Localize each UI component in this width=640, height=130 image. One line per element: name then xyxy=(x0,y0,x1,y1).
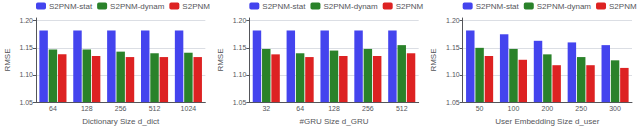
svg-text:1.20: 1.20 xyxy=(446,17,460,24)
svg-text:50: 50 xyxy=(476,105,484,112)
svg-text:200: 200 xyxy=(541,105,553,112)
svg-text:256: 256 xyxy=(362,105,374,112)
svg-text:1.20: 1.20 xyxy=(19,17,33,24)
svg-text:S2PNM-dynam: S2PNM-dynam xyxy=(110,2,165,11)
svg-text:512: 512 xyxy=(396,105,408,112)
svg-text:1.10: 1.10 xyxy=(446,71,460,78)
svg-text:S2PNM: S2PNM xyxy=(182,2,210,11)
svg-text:1.15: 1.15 xyxy=(446,44,460,51)
svg-text:S2PNM-dynam: S2PNM-dynam xyxy=(323,2,378,11)
svg-text:S2PNM-stat: S2PNM-stat xyxy=(262,2,306,11)
svg-text:RMSE: RMSE xyxy=(216,48,225,71)
svg-text:#GRU Size d_GRU: #GRU Size d_GRU xyxy=(300,117,369,126)
svg-text:S2PNM: S2PNM xyxy=(609,2,637,11)
svg-text:1.15: 1.15 xyxy=(233,44,247,51)
svg-text:1.10: 1.10 xyxy=(19,71,33,78)
svg-text:S2PNM-stat: S2PNM-stat xyxy=(49,2,93,11)
svg-text:512: 512 xyxy=(149,105,161,112)
svg-text:1.05: 1.05 xyxy=(446,99,460,106)
svg-text:1.20: 1.20 xyxy=(233,17,247,24)
svg-text:1.05: 1.05 xyxy=(19,99,33,106)
svg-text:User Embedding Size d_user: User Embedding Size d_user xyxy=(495,117,599,126)
svg-text:128: 128 xyxy=(81,105,93,112)
svg-text:S2PNM: S2PNM xyxy=(396,2,424,11)
svg-text:256: 256 xyxy=(115,105,127,112)
svg-text:32: 32 xyxy=(262,105,270,112)
svg-text:250: 250 xyxy=(575,105,587,112)
svg-text:300: 300 xyxy=(609,105,621,112)
svg-text:1.10: 1.10 xyxy=(233,71,247,78)
svg-text:64: 64 xyxy=(49,105,57,112)
svg-text:64: 64 xyxy=(296,105,304,112)
svg-text:S2PNM-dynam: S2PNM-dynam xyxy=(537,2,592,11)
svg-text:Dictionary Size d_dict: Dictionary Size d_dict xyxy=(82,117,160,126)
svg-text:1.05: 1.05 xyxy=(233,99,247,106)
svg-text:RMSE: RMSE xyxy=(429,48,438,71)
svg-text:1024: 1024 xyxy=(181,105,197,112)
svg-text:128: 128 xyxy=(328,105,340,112)
svg-text:S2PNM-stat: S2PNM-stat xyxy=(476,2,520,11)
svg-text:RMSE: RMSE xyxy=(3,48,12,71)
svg-text:1.15: 1.15 xyxy=(19,44,33,51)
svg-text:100: 100 xyxy=(508,105,520,112)
